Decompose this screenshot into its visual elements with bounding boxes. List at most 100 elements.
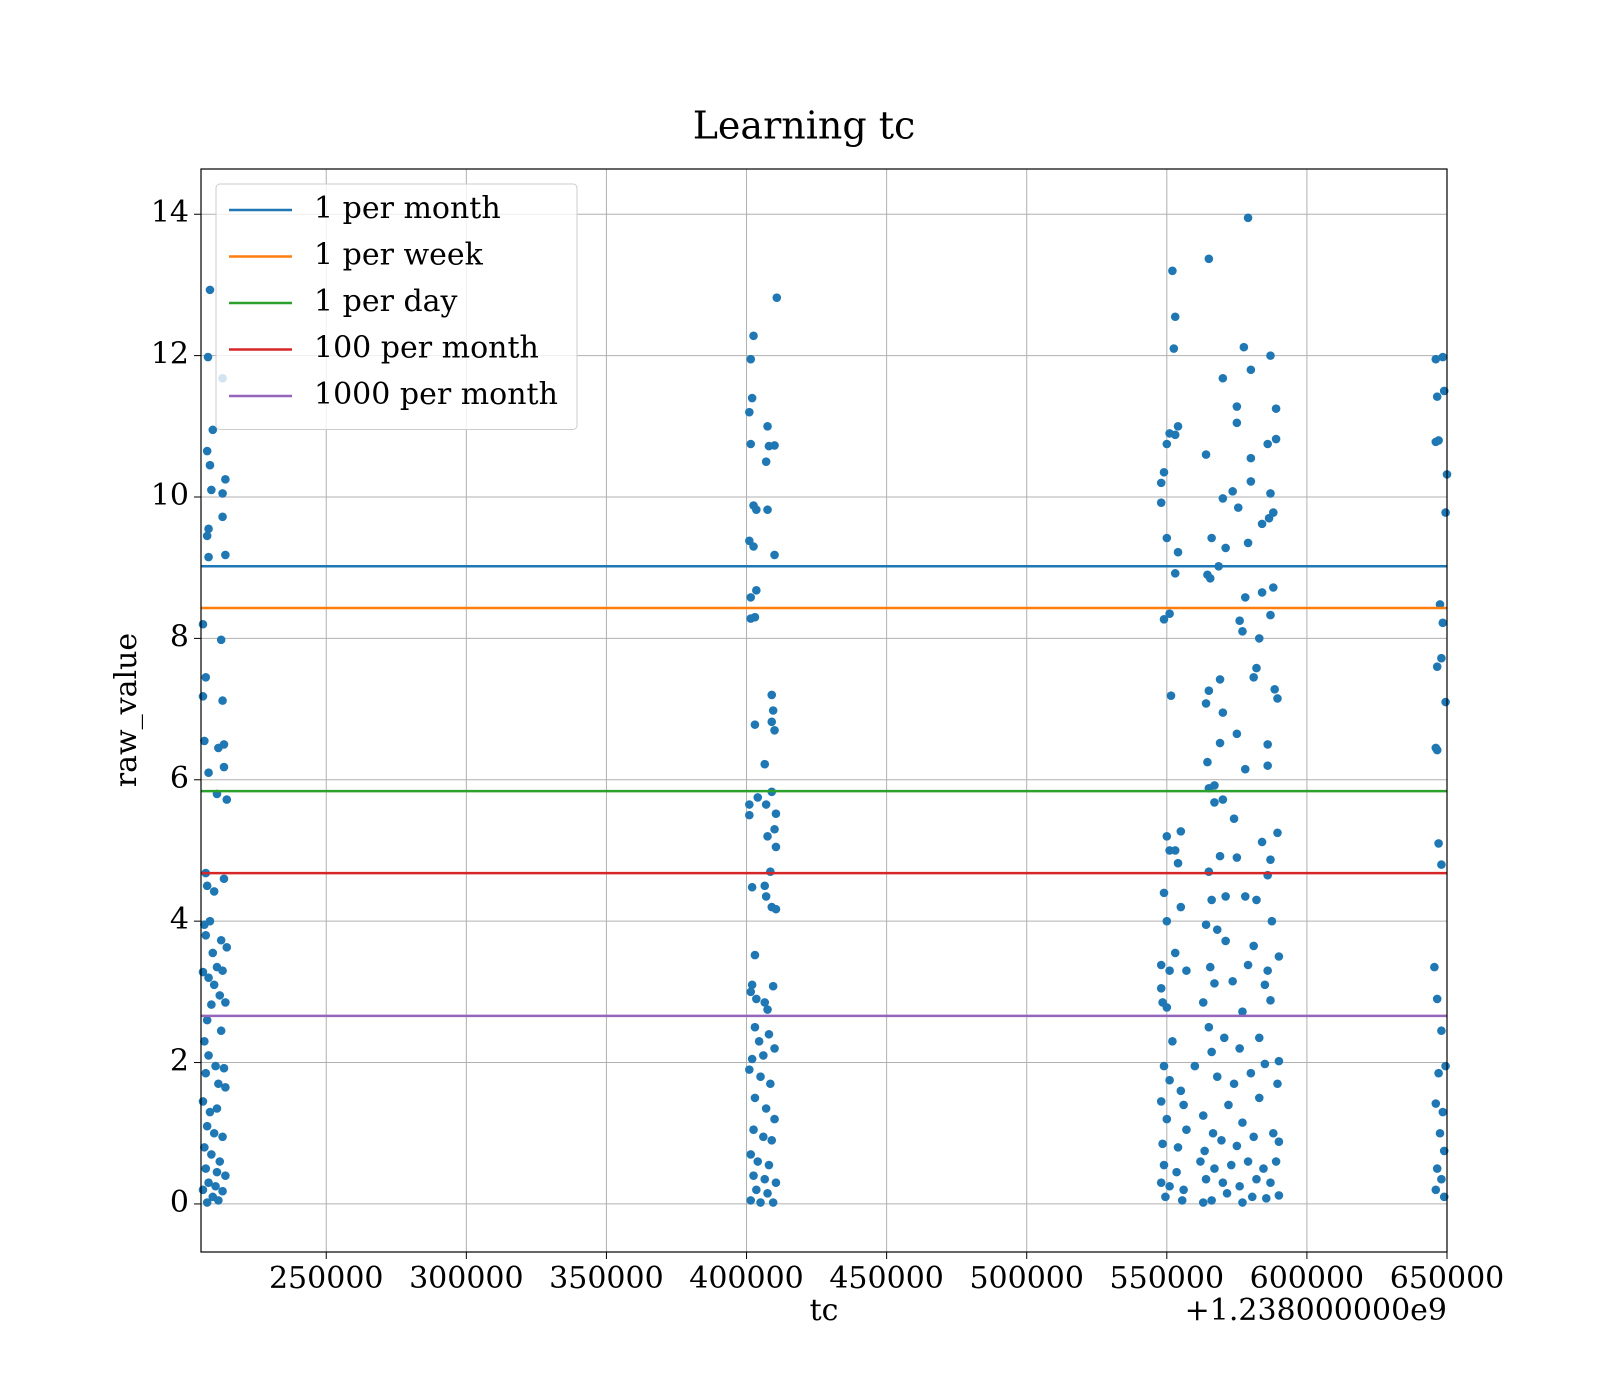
scatter-point xyxy=(1215,851,1225,861)
scatter-point xyxy=(746,987,756,997)
scatter-point xyxy=(1165,1075,1174,1085)
scatter-point xyxy=(1247,1192,1257,1202)
scatter-point xyxy=(767,717,777,727)
scatter-point xyxy=(1432,745,1442,755)
scatter-point xyxy=(760,759,770,769)
scatter-point xyxy=(219,874,229,884)
scatter-point xyxy=(1274,1056,1284,1066)
scatter-point xyxy=(763,1005,772,1014)
scatter-point xyxy=(1204,686,1214,696)
scatter-point xyxy=(198,619,208,629)
scatter-point xyxy=(1221,936,1230,946)
scatter-point xyxy=(1162,1114,1172,1124)
scatter-point xyxy=(208,948,218,958)
scatter-point xyxy=(218,696,227,705)
scatter-point xyxy=(211,1061,220,1071)
scatter-point xyxy=(761,800,771,809)
scatter-point xyxy=(1438,352,1448,362)
scatter-point xyxy=(745,407,754,417)
scatter-point xyxy=(1260,980,1270,990)
y-tick-label: 6 xyxy=(170,761,189,796)
scatter-point xyxy=(204,768,213,778)
scatter-point xyxy=(1172,1167,1181,1177)
scatter-point xyxy=(1435,1128,1445,1138)
scatter-point xyxy=(1179,1185,1188,1195)
scatter-point xyxy=(1207,1047,1216,1057)
scatter-point xyxy=(1156,960,1166,970)
scatter-point xyxy=(1190,1061,1200,1071)
scatter-point xyxy=(760,1174,770,1184)
scatter-point xyxy=(767,1136,777,1145)
x-tick-label: 600000 xyxy=(1250,1261,1365,1296)
scatter-point xyxy=(202,1121,212,1131)
scatter-point xyxy=(1266,610,1275,620)
scatter-point xyxy=(1162,533,1172,543)
scatter-point xyxy=(1259,1164,1268,1173)
scatter-point xyxy=(218,489,227,498)
scatter-point xyxy=(1260,1059,1270,1069)
scatter-point xyxy=(1271,1157,1281,1166)
scatter-point xyxy=(1268,1128,1278,1138)
scatter-point xyxy=(1271,404,1281,413)
scatter-point xyxy=(766,1079,775,1089)
scatter-point xyxy=(1170,948,1180,958)
scatter-point xyxy=(753,1157,763,1166)
scatter-point xyxy=(1434,436,1443,445)
scatter-point xyxy=(761,457,771,466)
legend-label: 100 per month xyxy=(314,331,539,366)
scatter-point xyxy=(763,1189,772,1198)
scatter-point xyxy=(1240,593,1250,602)
scatter-point xyxy=(1249,941,1258,951)
x-tick-label: 300000 xyxy=(409,1261,524,1296)
scatter-point xyxy=(745,800,754,809)
scatter-point xyxy=(221,998,230,1007)
scatter-point xyxy=(1439,1146,1449,1156)
scatter-point xyxy=(209,980,219,990)
scatter-point xyxy=(1173,1143,1183,1152)
scatter-point xyxy=(1235,1181,1244,1191)
scatter-point xyxy=(1254,1033,1264,1043)
scatter-point xyxy=(746,614,756,623)
scatter-point xyxy=(747,1054,757,1064)
scatter-point xyxy=(1240,764,1250,774)
scatter-point xyxy=(1205,962,1215,972)
scatter-point xyxy=(1158,1139,1167,1149)
scatter-point xyxy=(759,1051,768,1060)
scatter-point xyxy=(771,904,781,914)
scatter-point xyxy=(1221,892,1230,901)
scatter-point xyxy=(1159,467,1169,477)
scatter-point xyxy=(768,706,778,715)
scatter-point xyxy=(746,1150,756,1159)
scatter-point xyxy=(1273,1079,1282,1089)
scatter-point xyxy=(1196,1157,1205,1166)
scatter-point xyxy=(1170,430,1180,440)
scatter-point xyxy=(771,842,781,852)
scatter-point xyxy=(756,1198,765,1207)
y-tick-label: 0 xyxy=(170,1185,189,1220)
scatter-point xyxy=(211,1181,220,1191)
scatter-point xyxy=(749,542,758,551)
scatter-point xyxy=(747,393,757,403)
scatter-point xyxy=(1210,1164,1219,1173)
scatter-point xyxy=(746,439,756,449)
plot-frame xyxy=(200,168,1448,1253)
scatter-point xyxy=(767,690,777,700)
x-offset-label: +1.238000000e9 xyxy=(1185,1293,1447,1328)
scatter-point xyxy=(1207,533,1216,543)
scatter-point xyxy=(1159,888,1169,898)
x-tick-label: 500000 xyxy=(969,1261,1084,1296)
scatter-point xyxy=(1249,672,1258,682)
scatter-point xyxy=(1441,508,1450,517)
scatter-point xyxy=(1432,1164,1442,1173)
scatter-point xyxy=(772,293,782,302)
scatter-point xyxy=(1243,213,1253,223)
scatter-point xyxy=(1266,351,1275,360)
scatter-point xyxy=(761,892,771,901)
scatter-point xyxy=(1254,634,1264,643)
scatter-point xyxy=(218,512,227,522)
scatter-point xyxy=(1273,828,1282,838)
scatter-point xyxy=(1208,1128,1218,1138)
scatter-point xyxy=(1169,344,1179,353)
